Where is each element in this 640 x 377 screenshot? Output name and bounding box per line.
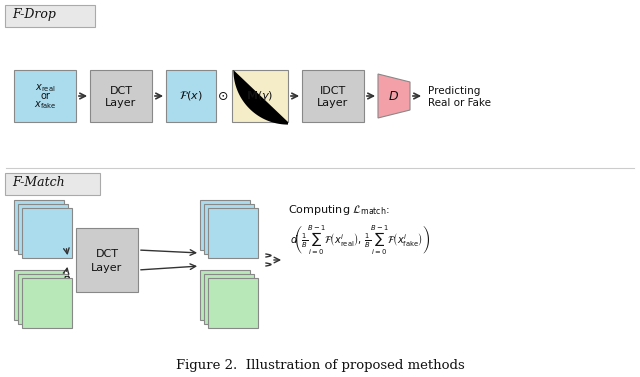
FancyBboxPatch shape <box>90 70 152 122</box>
Text: $x_\mathrm{fake}$: $x_\mathrm{fake}$ <box>34 99 56 111</box>
Text: Figure 2.  Illustration of proposed methods: Figure 2. Illustration of proposed metho… <box>175 359 465 371</box>
Text: $x^i_\mathrm{real}$: $x^i_\mathrm{real}$ <box>31 219 54 239</box>
Polygon shape <box>234 70 288 125</box>
Text: $B$: $B$ <box>62 274 71 286</box>
Text: IDCT: IDCT <box>320 86 346 96</box>
FancyBboxPatch shape <box>200 270 250 320</box>
FancyBboxPatch shape <box>204 274 254 324</box>
Text: Computing $\mathcal{L}_\mathrm{match}$:: Computing $\mathcal{L}_\mathrm{match}$: <box>288 203 390 217</box>
FancyBboxPatch shape <box>5 5 95 27</box>
FancyBboxPatch shape <box>302 70 364 122</box>
FancyBboxPatch shape <box>22 278 72 328</box>
Text: $\mathcal{F}(x)$: $\mathcal{F}(x)$ <box>179 89 203 103</box>
Text: or: or <box>40 91 50 101</box>
FancyBboxPatch shape <box>208 208 258 258</box>
Text: $x^i_\mathrm{fake}$: $x^i_\mathrm{fake}$ <box>30 289 56 309</box>
FancyBboxPatch shape <box>14 70 76 122</box>
Text: F-Drop: F-Drop <box>12 8 56 21</box>
FancyBboxPatch shape <box>208 278 258 328</box>
Text: $x_\mathrm{real}$: $x_\mathrm{real}$ <box>35 82 55 94</box>
Text: $\odot$: $\odot$ <box>218 89 228 103</box>
FancyBboxPatch shape <box>22 208 72 258</box>
Text: Layer: Layer <box>317 98 349 108</box>
Text: $\mathbf{M}(\gamma)$: $\mathbf{M}(\gamma)$ <box>246 89 274 103</box>
FancyBboxPatch shape <box>200 200 250 250</box>
Text: DCT: DCT <box>95 249 118 259</box>
FancyBboxPatch shape <box>18 274 68 324</box>
FancyBboxPatch shape <box>14 270 64 320</box>
Text: Layer: Layer <box>92 263 123 273</box>
FancyBboxPatch shape <box>204 204 254 254</box>
Text: DCT: DCT <box>109 86 132 96</box>
Text: F-Match: F-Match <box>12 176 65 189</box>
Text: Predicting: Predicting <box>428 86 481 96</box>
FancyBboxPatch shape <box>18 204 68 254</box>
FancyBboxPatch shape <box>5 173 100 195</box>
Text: $D$: $D$ <box>388 89 399 103</box>
Text: Real or Fake: Real or Fake <box>428 98 491 108</box>
Text: Layer: Layer <box>106 98 136 108</box>
Text: $d\!\left(\frac{1}{B}\sum_{i=0}^{B-1}\mathcal{F}\!\left(x^i_\mathrm{real}\right): $d\!\left(\frac{1}{B}\sum_{i=0}^{B-1}\ma… <box>290 224 430 256</box>
FancyBboxPatch shape <box>76 228 138 292</box>
Text: $\mathcal{F}(x^i_\mathrm{fake})$: $\mathcal{F}(x^i_\mathrm{fake})$ <box>210 291 248 307</box>
FancyBboxPatch shape <box>232 70 288 122</box>
FancyBboxPatch shape <box>166 70 216 122</box>
Polygon shape <box>378 74 410 118</box>
FancyBboxPatch shape <box>14 200 64 250</box>
Text: $\mathcal{F}(x^i_\mathrm{real})$: $\mathcal{F}(x^i_\mathrm{real})$ <box>211 221 247 238</box>
